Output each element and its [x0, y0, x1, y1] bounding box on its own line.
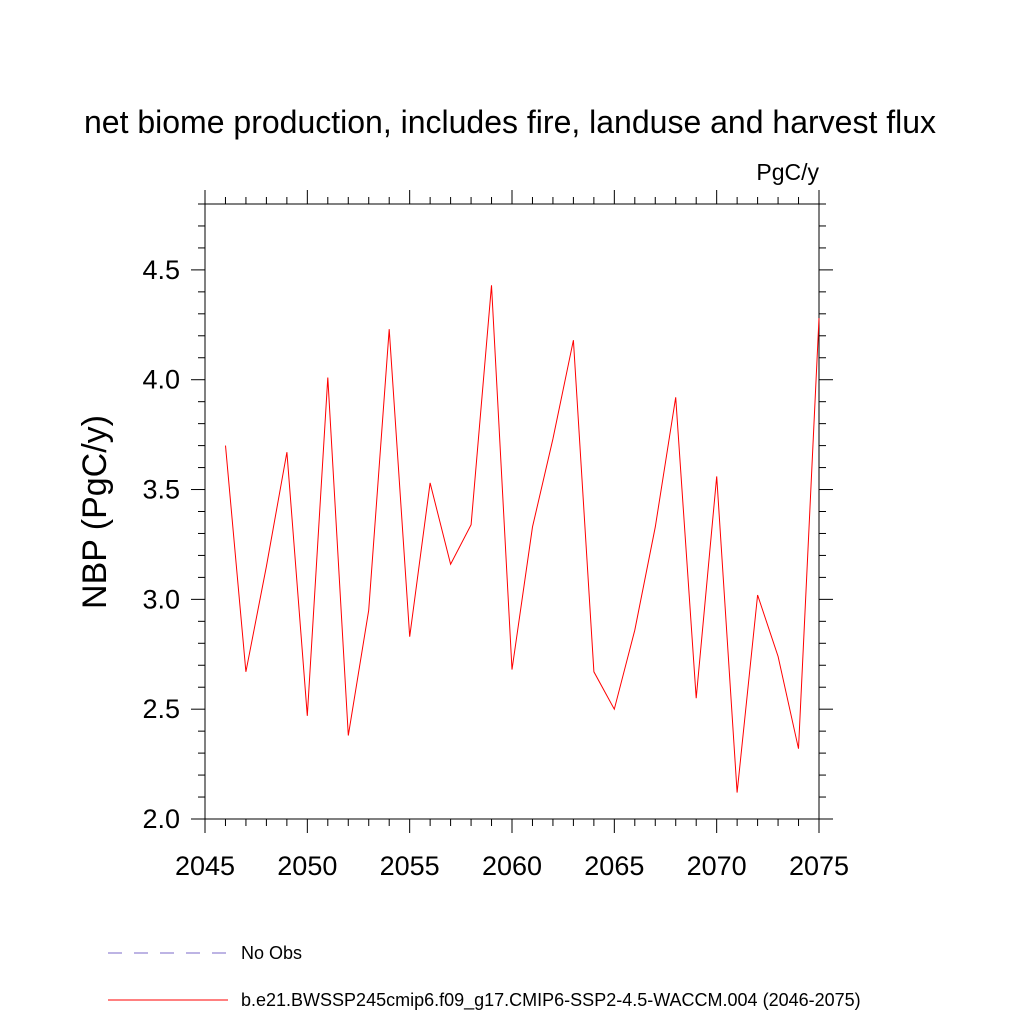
legend-label-no-obs: No Obs: [241, 943, 302, 963]
chart-title: net biome production, includes fire, lan…: [84, 104, 936, 140]
x-tick-label: 2055: [380, 851, 440, 881]
y-axis-label: NBP (PgC/y): [76, 415, 114, 609]
series-points: [224, 284, 821, 794]
series-line-waccm: [225, 285, 820, 793]
x-tick-label: 2070: [687, 851, 747, 881]
legend: No Obs b.e21.BWSSP245cmip6.f09_g17.CMIP6…: [108, 943, 861, 1011]
legend-label-waccm: b.e21.BWSSP245cmip6.f09_g17.CMIP6-SSP2-4…: [241, 990, 861, 1011]
x-tick-labels: 2045 2050 2055 2060 2065 2070 2075: [175, 851, 849, 881]
plot-frame: [204, 203, 820, 820]
y-tick-label: 4.5: [142, 255, 180, 285]
x-tick-label: 2075: [789, 851, 849, 881]
y-tick-labels: 2.0 2.5 3.0 3.5 4.0 4.5: [142, 255, 180, 834]
y-tick-label: 2.0: [142, 804, 180, 834]
x-tick-label: 2060: [482, 851, 542, 881]
x-tick-label: 2045: [175, 851, 235, 881]
x-tick-label: 2065: [584, 851, 644, 881]
units-label: PgC/y: [756, 159, 819, 185]
x-axis-ticks: [204, 190, 820, 833]
y-tick-label: 4.0: [142, 365, 180, 395]
y-tick-label: 3.0: [142, 584, 180, 614]
x-tick-label: 2050: [277, 851, 337, 881]
y-tick-label: 2.5: [142, 694, 180, 724]
y-tick-label: 3.5: [142, 475, 180, 505]
y-axis-ticks: [191, 203, 833, 820]
